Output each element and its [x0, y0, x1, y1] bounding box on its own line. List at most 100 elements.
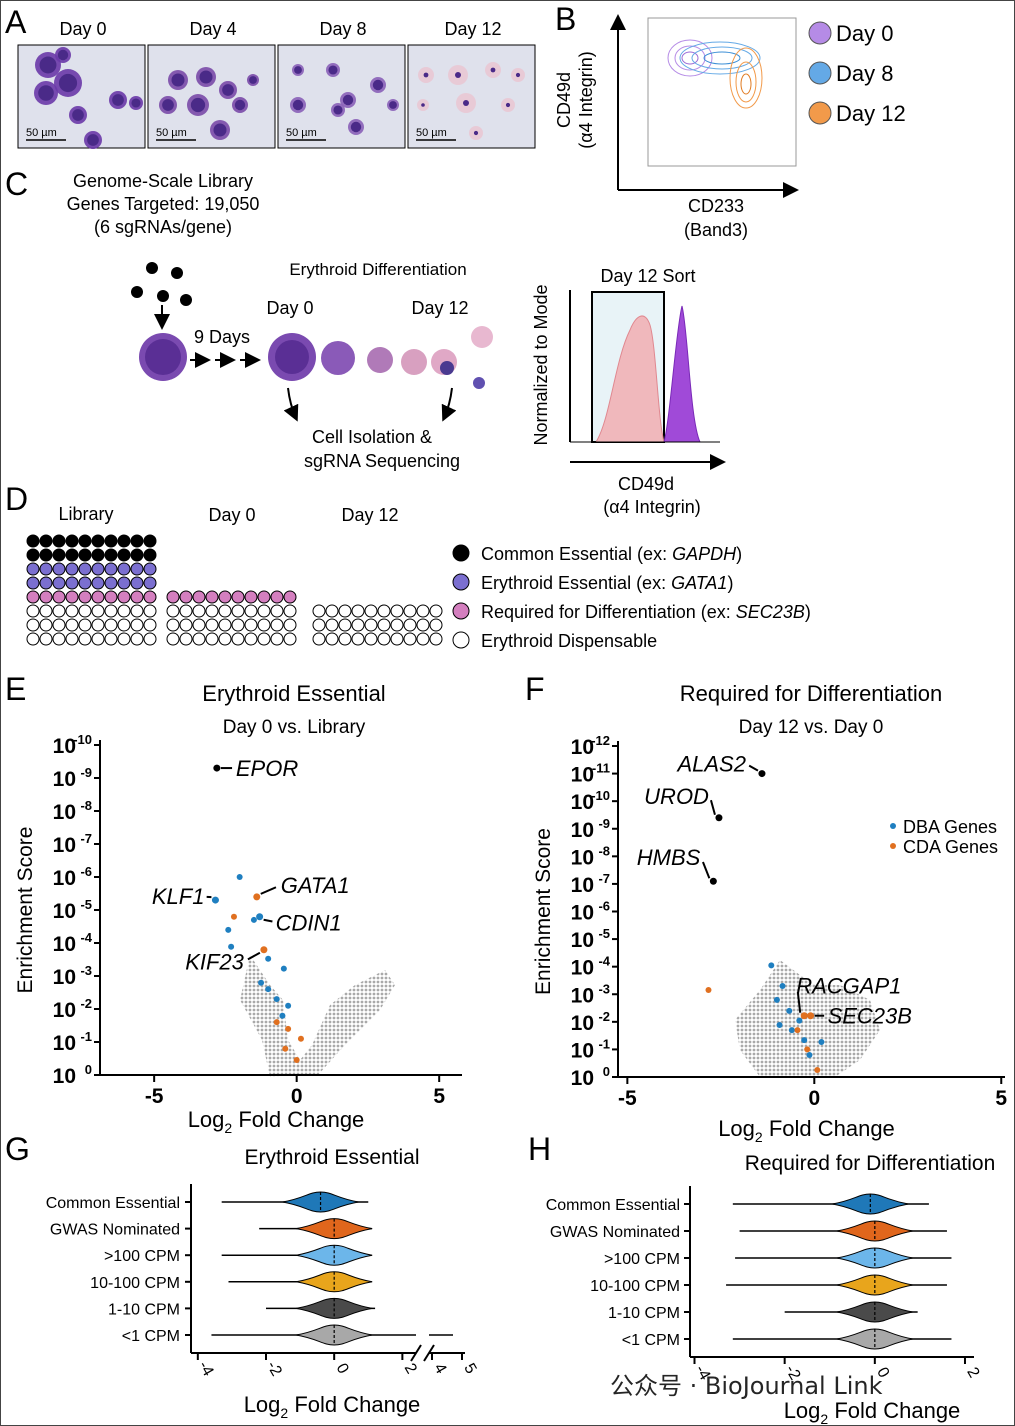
y-tick-exponent: -2 [80, 996, 92, 1011]
labeled-point [715, 814, 723, 822]
y-tick-label: 10 [571, 1067, 594, 1090]
point [794, 1027, 801, 1034]
legend-swatch [452, 631, 470, 649]
dot [117, 562, 131, 576]
panel-label: F [525, 671, 545, 707]
dot [416, 632, 430, 646]
leader [263, 918, 273, 923]
leader [709, 799, 716, 816]
dot [130, 604, 144, 618]
dot [52, 562, 66, 576]
dot [104, 590, 118, 604]
nucleus [72, 109, 84, 121]
dot [205, 632, 219, 646]
dot [231, 590, 245, 604]
point [293, 1056, 300, 1063]
dot [117, 534, 131, 548]
dot [117, 604, 131, 618]
dot [130, 562, 144, 576]
day-label: Day 8 [319, 19, 366, 39]
dot [26, 604, 40, 618]
point [788, 1027, 795, 1034]
y-tick-exponent: -7 [80, 831, 92, 846]
dot [91, 632, 105, 646]
y-tick-exponent: -2 [598, 1009, 610, 1024]
tick-base: 10 [571, 764, 594, 787]
dot [403, 618, 417, 632]
nucleus [199, 70, 213, 84]
chart-title: Erythroid Essential [202, 681, 385, 706]
dot [244, 632, 258, 646]
legend-text: Erythroid Dispensable [481, 631, 657, 651]
dot [179, 618, 193, 632]
point [814, 1067, 821, 1074]
dot [205, 604, 219, 618]
x-tick-label: 0 [808, 1087, 820, 1110]
library-text: Genome-Scale Library [73, 171, 253, 191]
tick-base: 10 [53, 834, 76, 857]
leader [748, 764, 759, 772]
category-label: 10-100 CPM [590, 1278, 680, 1295]
nucleus [131, 98, 141, 108]
tick-base: 10 [571, 874, 594, 897]
legend-swatch [890, 823, 896, 829]
labeled-point [213, 764, 221, 772]
tick-base: 10 [571, 902, 594, 925]
duration: 9 Days [194, 327, 250, 347]
dot [26, 534, 40, 548]
point [228, 943, 235, 950]
x-tick-label: -5 [618, 1087, 637, 1110]
y-tick-label: 10 [53, 933, 76, 956]
y-tick-label: 10 [53, 735, 76, 758]
legend-text: Required for Differentiation (ex: [481, 602, 736, 622]
group-label: Day 12 [341, 505, 398, 525]
dot [338, 618, 352, 632]
dot [312, 618, 326, 632]
dot [416, 604, 430, 618]
dot [143, 604, 157, 618]
chart-title: Required for Differentiation [680, 681, 943, 706]
dot [65, 632, 79, 646]
point [265, 955, 272, 962]
dot [231, 632, 245, 646]
tick-base: 10 [571, 791, 594, 814]
dot [104, 562, 118, 576]
legend-swatch [452, 602, 470, 620]
dot [143, 576, 157, 590]
tick-base: 10 [53, 966, 76, 989]
dot [78, 548, 92, 562]
dot [231, 618, 245, 632]
tick-base: 10 [53, 1032, 76, 1055]
y-tick-label: 10 [53, 867, 76, 890]
nucleus [294, 66, 302, 74]
labeled-point [807, 1012, 815, 1020]
tick-base: 10 [571, 929, 594, 952]
y-tick-label: 10 [571, 791, 594, 814]
dot [130, 576, 144, 590]
gene-label: SEC23B [828, 1004, 912, 1029]
nucleus [473, 130, 479, 136]
dot [179, 604, 193, 618]
panel-label: E [5, 671, 26, 707]
dot [244, 590, 258, 604]
point [768, 962, 775, 969]
tick-base: 10 [53, 1065, 76, 1088]
tick-base: 10 [53, 801, 76, 824]
tick-base: 10 [571, 846, 594, 869]
point [818, 1039, 825, 1046]
dot [283, 632, 297, 646]
legend-label: Erythroid Essential (ex: GATA1) [481, 573, 733, 593]
legend-swatch [452, 573, 470, 591]
dot [312, 604, 326, 618]
dot [351, 632, 365, 646]
legend-swatch [808, 21, 832, 45]
nucleus [162, 99, 174, 111]
dot [429, 618, 443, 632]
tick-base: 10 [53, 735, 76, 758]
dot [104, 548, 118, 562]
dot [192, 604, 206, 618]
dot [39, 604, 53, 618]
x-axis-label: Log2 Fold Change [244, 1392, 421, 1421]
